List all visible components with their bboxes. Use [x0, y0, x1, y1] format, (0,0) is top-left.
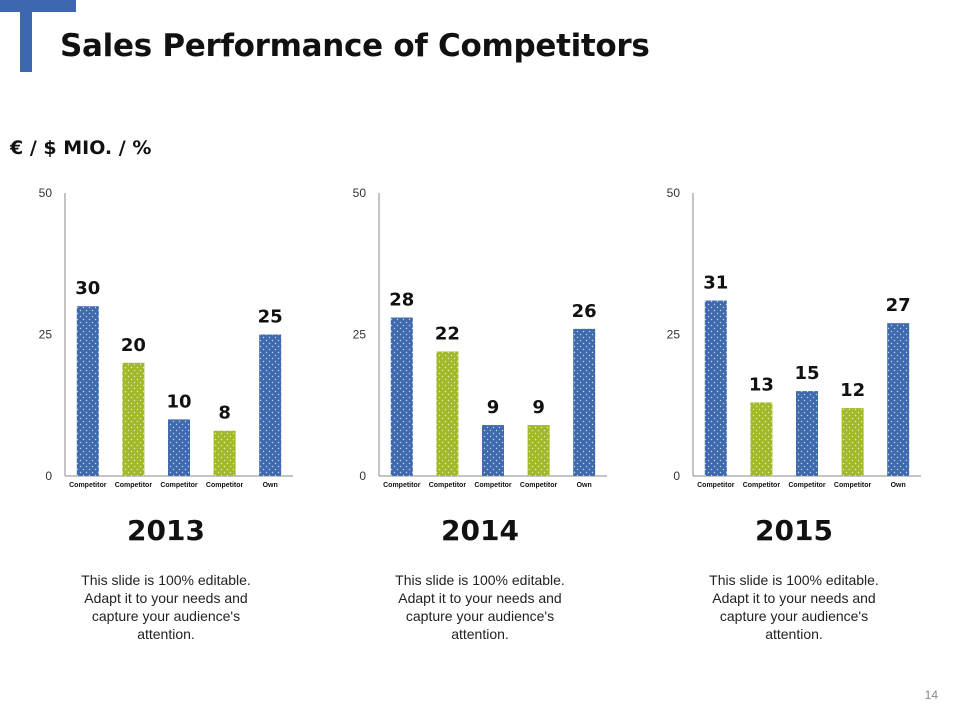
- chart-title-2015: 2015: [755, 514, 833, 547]
- y-tick-label: 50: [667, 186, 681, 200]
- y-tick-label: 0: [45, 469, 52, 483]
- data-label: 26: [572, 301, 597, 322]
- bar: [704, 300, 727, 476]
- category-label: OwnBusiness: [255, 482, 286, 490]
- bar: [76, 306, 99, 476]
- data-label: 9: [487, 397, 500, 418]
- description-2013: This slide is 100% editable. Adapt it to…: [81, 572, 251, 642]
- category-label: Competitor4: [69, 482, 107, 490]
- bar-chart-svg: 0 25 50 28 Competitor4 22 Competitor3 9 Competit…: [353, 186, 607, 490]
- description-2014: This slide is 100% editable. Adapt it to…: [395, 572, 565, 642]
- bar: [436, 351, 459, 476]
- data-label: 27: [886, 295, 911, 316]
- chart-title-2013: 2013: [127, 514, 205, 547]
- y-tick-label: 50: [353, 186, 367, 200]
- data-label: 10: [166, 391, 191, 412]
- chart-title-2014: 2014: [441, 514, 519, 547]
- y-tick-label: 25: [39, 328, 53, 342]
- category-label: Competitor3: [429, 482, 467, 490]
- bar: [122, 362, 145, 476]
- data-label: 9: [532, 397, 545, 418]
- bar-chart-svg: 0 25 50 30 Competitor4 20 Competitor3 10 Competi…: [39, 186, 293, 490]
- data-label: 15: [794, 363, 819, 384]
- logo-icon: [0, 0, 76, 72]
- chart-2014: 0 25 50 28 Competitor4 22 Competitor3 9 Competit…: [342, 180, 632, 490]
- y-tick-label: 25: [667, 328, 681, 342]
- bar-chart-svg: 0 25 50 31 Competitor4 13 Competitor3 15 Competi…: [667, 186, 921, 490]
- bar: [841, 408, 864, 476]
- y-tick-label: 0: [673, 469, 680, 483]
- category-label: Competitor4: [383, 482, 421, 490]
- bar: [390, 317, 413, 476]
- category-label: Competitor3: [115, 482, 153, 490]
- bar: [527, 425, 550, 476]
- bar: [750, 402, 773, 476]
- data-label: 30: [75, 278, 100, 299]
- page-number: 14: [924, 688, 938, 702]
- unit-label: € / $ MIO. / %: [10, 137, 152, 159]
- y-tick-label: 25: [353, 328, 367, 342]
- bar: [259, 334, 282, 476]
- data-label: 25: [258, 307, 283, 328]
- data-label: 22: [435, 323, 460, 344]
- data-label: 28: [389, 290, 414, 311]
- y-tick-label: 50: [39, 186, 53, 200]
- bar: [482, 425, 504, 476]
- data-label: 12: [840, 380, 865, 401]
- bar: [887, 323, 910, 476]
- chart-2015: 0 25 50 31 Competitor4 13 Competitor3 15 Competi…: [656, 180, 946, 490]
- page-title: Sales Performance of Competitors: [60, 28, 650, 64]
- data-label: 13: [749, 374, 774, 395]
- data-label: 20: [121, 335, 146, 356]
- data-label: 31: [703, 273, 728, 294]
- category-label: Competitor4: [697, 482, 735, 490]
- data-label: 8: [218, 403, 231, 424]
- bar: [573, 328, 596, 476]
- description-2015: This slide is 100% editable. Adapt it to…: [709, 572, 879, 642]
- category-label: Competitor3: [743, 482, 781, 490]
- bar: [168, 419, 190, 476]
- y-tick-label: 0: [359, 469, 366, 483]
- chart-2013: 0 25 50 30 Competitor4 20 Competitor3 10 Competi…: [28, 180, 318, 490]
- category-label: OwnBusiness: [883, 482, 914, 490]
- bar: [213, 430, 236, 476]
- bar: [796, 391, 818, 476]
- category-label: OwnBusiness: [569, 482, 600, 490]
